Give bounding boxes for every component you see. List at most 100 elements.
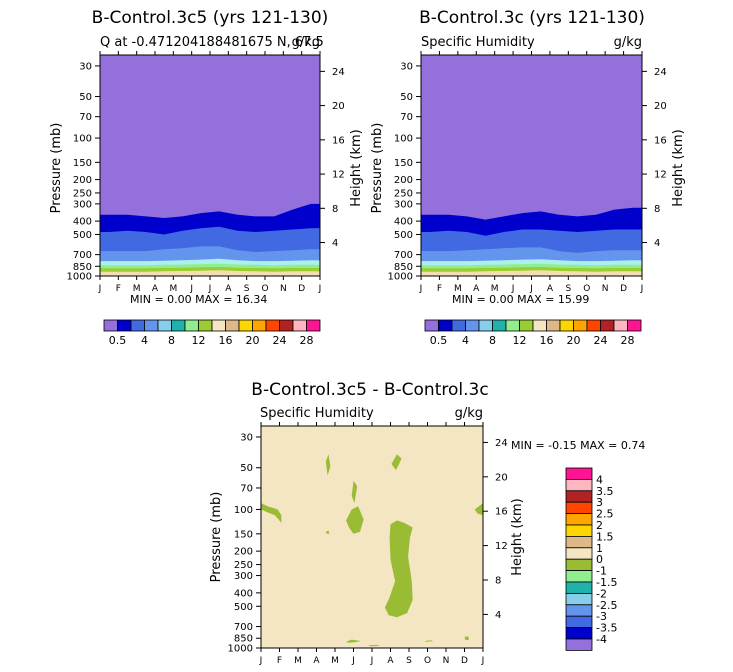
- pressure-tick-label: 250: [234, 560, 253, 571]
- panel1-title: B-Control.3c5 (yrs 121-130): [92, 8, 329, 28]
- month-label: J: [189, 284, 193, 294]
- month-label: J: [640, 284, 644, 294]
- colorbar-swatch: [586, 319, 601, 332]
- colorbar-label: 28: [300, 334, 314, 347]
- height-tick-label: 16: [332, 135, 345, 146]
- colorbar-swatch: [306, 319, 321, 332]
- panel2-units: g/kg: [614, 35, 642, 50]
- pressure-tick-label: 50: [240, 463, 253, 474]
- pressure-tick-label: 30: [79, 61, 92, 72]
- pressure-tick-label: 70: [240, 483, 253, 494]
- panel3-ylabel: Pressure (mb): [209, 492, 224, 583]
- month-label: M: [133, 284, 141, 294]
- pressure-tick-label: 1000: [67, 272, 92, 283]
- colorbar-swatch: [265, 319, 280, 332]
- height-tick-label: 8: [495, 575, 501, 586]
- pressure-tick-label: 700: [234, 622, 253, 633]
- colorbar-diff-swatch: [565, 478, 593, 492]
- month-label: M: [294, 656, 302, 666]
- height-tick-label: 4: [332, 238, 338, 249]
- colorbar-swatch: [627, 319, 642, 332]
- colorbar-diff-label: 1: [596, 542, 603, 555]
- month-label: S: [406, 656, 412, 666]
- height-tick-label: 16: [495, 507, 508, 518]
- colorbar-diff-label: -1.5: [596, 576, 617, 589]
- height-tick-label: 12: [495, 541, 508, 552]
- height-tick-label: 20: [654, 101, 667, 112]
- colorbar-diff-swatch: [565, 581, 593, 594]
- colorbar-label: 0.5: [109, 334, 127, 347]
- pressure-tick-label: 850: [234, 634, 253, 645]
- colorbar-swatch: [546, 319, 561, 332]
- month-label: O: [424, 656, 431, 666]
- colorbar-label: 0.5: [430, 334, 448, 347]
- colorbar-label: 16: [219, 334, 233, 347]
- panel1-subtitle: Q at -0.471204188481675 N, 67.5: [100, 35, 324, 50]
- pressure-tick-label: 400: [394, 217, 413, 228]
- contour-patch-9: [424, 640, 434, 642]
- pressure-tick-label: 850: [394, 262, 413, 273]
- colorbar-swatch: [225, 319, 240, 332]
- colorbars: 0.5 4 8 12 16 20 24 28 0.5 4 8 12 16 20 24 2843.532.521…: [103, 319, 642, 651]
- month-label: S: [565, 284, 571, 294]
- contour-patch-2: [351, 480, 358, 504]
- pressure-tick-label: 300: [234, 571, 253, 582]
- pressure-tick-label: 70: [400, 112, 413, 123]
- panel1-minmax: MIN = 0.00 MAX = 16.34: [130, 293, 267, 306]
- contour-patch-11: [368, 644, 380, 647]
- colorbar-diff-swatch: [565, 615, 593, 629]
- panel1-ylabel: Pressure (mb): [49, 123, 64, 214]
- colorbar-swatch: [613, 319, 628, 332]
- month-label: A: [387, 656, 394, 666]
- colorbar-swatch: [573, 319, 588, 332]
- contour-patch-4: [325, 530, 330, 534]
- month-label: M: [331, 656, 339, 666]
- colorbar-swatch: [492, 319, 507, 332]
- month-label: M: [454, 284, 462, 294]
- colorbar-label: 20: [246, 334, 260, 347]
- pressure-tick-label: 200: [234, 547, 253, 558]
- pressure-tick-label: 30: [400, 61, 413, 72]
- colorbar-diff-label: 3.5: [596, 485, 614, 498]
- colorbar-swatch: [103, 319, 118, 332]
- pressure-tick-label: 100: [234, 505, 253, 516]
- colorbar-diff-swatch: [565, 536, 593, 549]
- height-tick-label: 24: [654, 67, 667, 78]
- pressure-tick-label: 1000: [388, 272, 413, 283]
- month-label: J: [511, 284, 515, 294]
- contour-patch-3: [261, 503, 282, 523]
- panel1-ylabel-right: Height (km): [349, 129, 364, 206]
- height-tick-label: 8: [332, 204, 338, 215]
- colorbar-label: 28: [621, 334, 635, 347]
- colorbar-swatch: [292, 319, 307, 332]
- colorbar-diff-swatch: [565, 638, 593, 651]
- contour-patch-6: [474, 503, 483, 516]
- colorbar-label: 8: [168, 334, 175, 347]
- height-tick-label: 24: [495, 438, 508, 449]
- colorbar-swatch: [424, 319, 439, 332]
- colorbar-diff-swatch: [565, 570, 593, 583]
- month-label: A: [225, 284, 232, 294]
- pressure-tick-label: 50: [400, 92, 413, 103]
- panel3-units: g/kg: [455, 406, 483, 421]
- pressure-tick-label: 150: [234, 529, 253, 540]
- panel2-ylabel-right: Height (km): [671, 129, 686, 206]
- contour-band-6: [421, 270, 642, 276]
- colorbar-label: 24: [594, 334, 608, 347]
- month-label: A: [547, 284, 554, 294]
- contour-patch-7: [384, 520, 413, 618]
- contour-base-fill: [261, 426, 483, 648]
- contour-patch-1: [391, 454, 402, 471]
- contour-fills: [421, 55, 642, 276]
- colorbar-diff-label: 2.5: [596, 508, 614, 521]
- month-label: J: [208, 284, 212, 294]
- colorbar-swatch: [238, 319, 253, 332]
- colorbar-label: 20: [567, 334, 581, 347]
- pressure-tick-label: 250: [394, 188, 413, 199]
- month-label: M: [169, 284, 177, 294]
- month-label: N: [280, 284, 287, 294]
- height-tick-label: 12: [332, 170, 345, 181]
- colorbar-diff-label: -2.5: [596, 599, 617, 612]
- plot-frame: [420, 54, 643, 277]
